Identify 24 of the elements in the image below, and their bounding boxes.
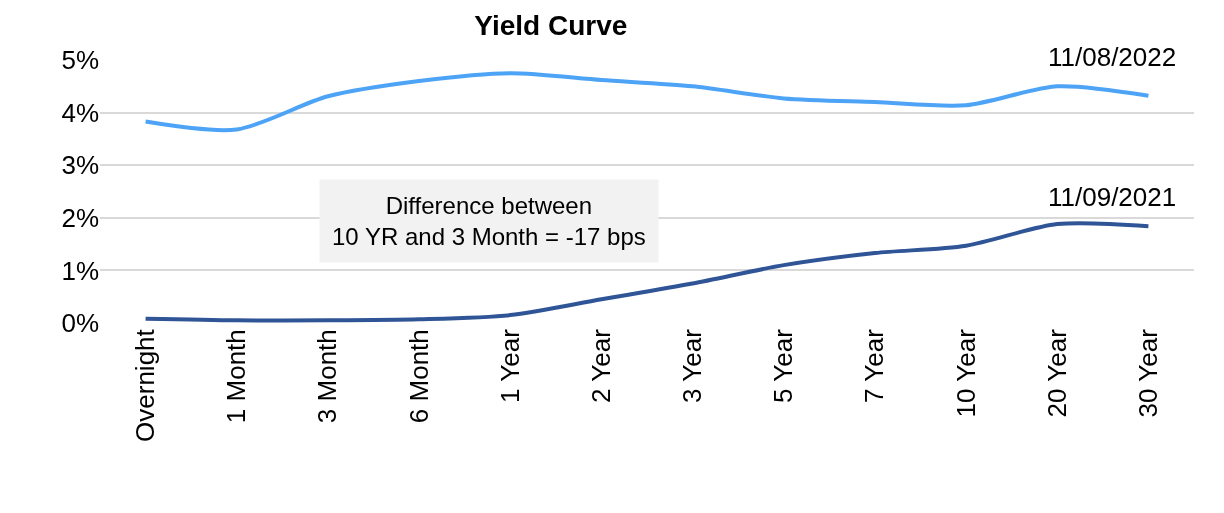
y-tick-label: 2% — [61, 202, 99, 233]
series-label: 11/09/2021 — [1048, 182, 1177, 212]
x-tick-label: 5 Year — [768, 328, 799, 403]
x-tick-label: 3 Month — [312, 329, 343, 424]
x-tick-label: 1 Month — [221, 329, 252, 424]
y-tick-label: 4% — [61, 97, 99, 128]
x-tick-label: Overnight — [130, 328, 161, 442]
x-tick-label: 10 Year — [950, 328, 981, 418]
y-tick-label: 3% — [61, 150, 99, 181]
y-tick-label: 0% — [61, 308, 99, 339]
x-tick-label: 7 Year — [859, 328, 890, 403]
annotation: Difference between 10 YR and 3 Month = -17 bps — [332, 192, 646, 251]
x-tick-label: 30 Year — [1132, 328, 1163, 418]
x-tick-label: 1 Year — [494, 328, 525, 403]
line-series — [143, 221, 1151, 323]
x-tick-label: 20 Year — [1041, 328, 1072, 418]
y-tick-label: 1% — [61, 255, 99, 286]
x-tick-label: 6 Month — [403, 329, 434, 424]
x-tick-label: 3 Year — [677, 328, 708, 403]
x-tick-label: 2 Year — [585, 328, 616, 403]
y-tick-label: 5% — [61, 45, 99, 76]
line-series — [143, 71, 1151, 133]
series-label: 11/08/2022 — [1048, 42, 1177, 72]
chart-title: Yield Curve — [474, 9, 628, 41]
